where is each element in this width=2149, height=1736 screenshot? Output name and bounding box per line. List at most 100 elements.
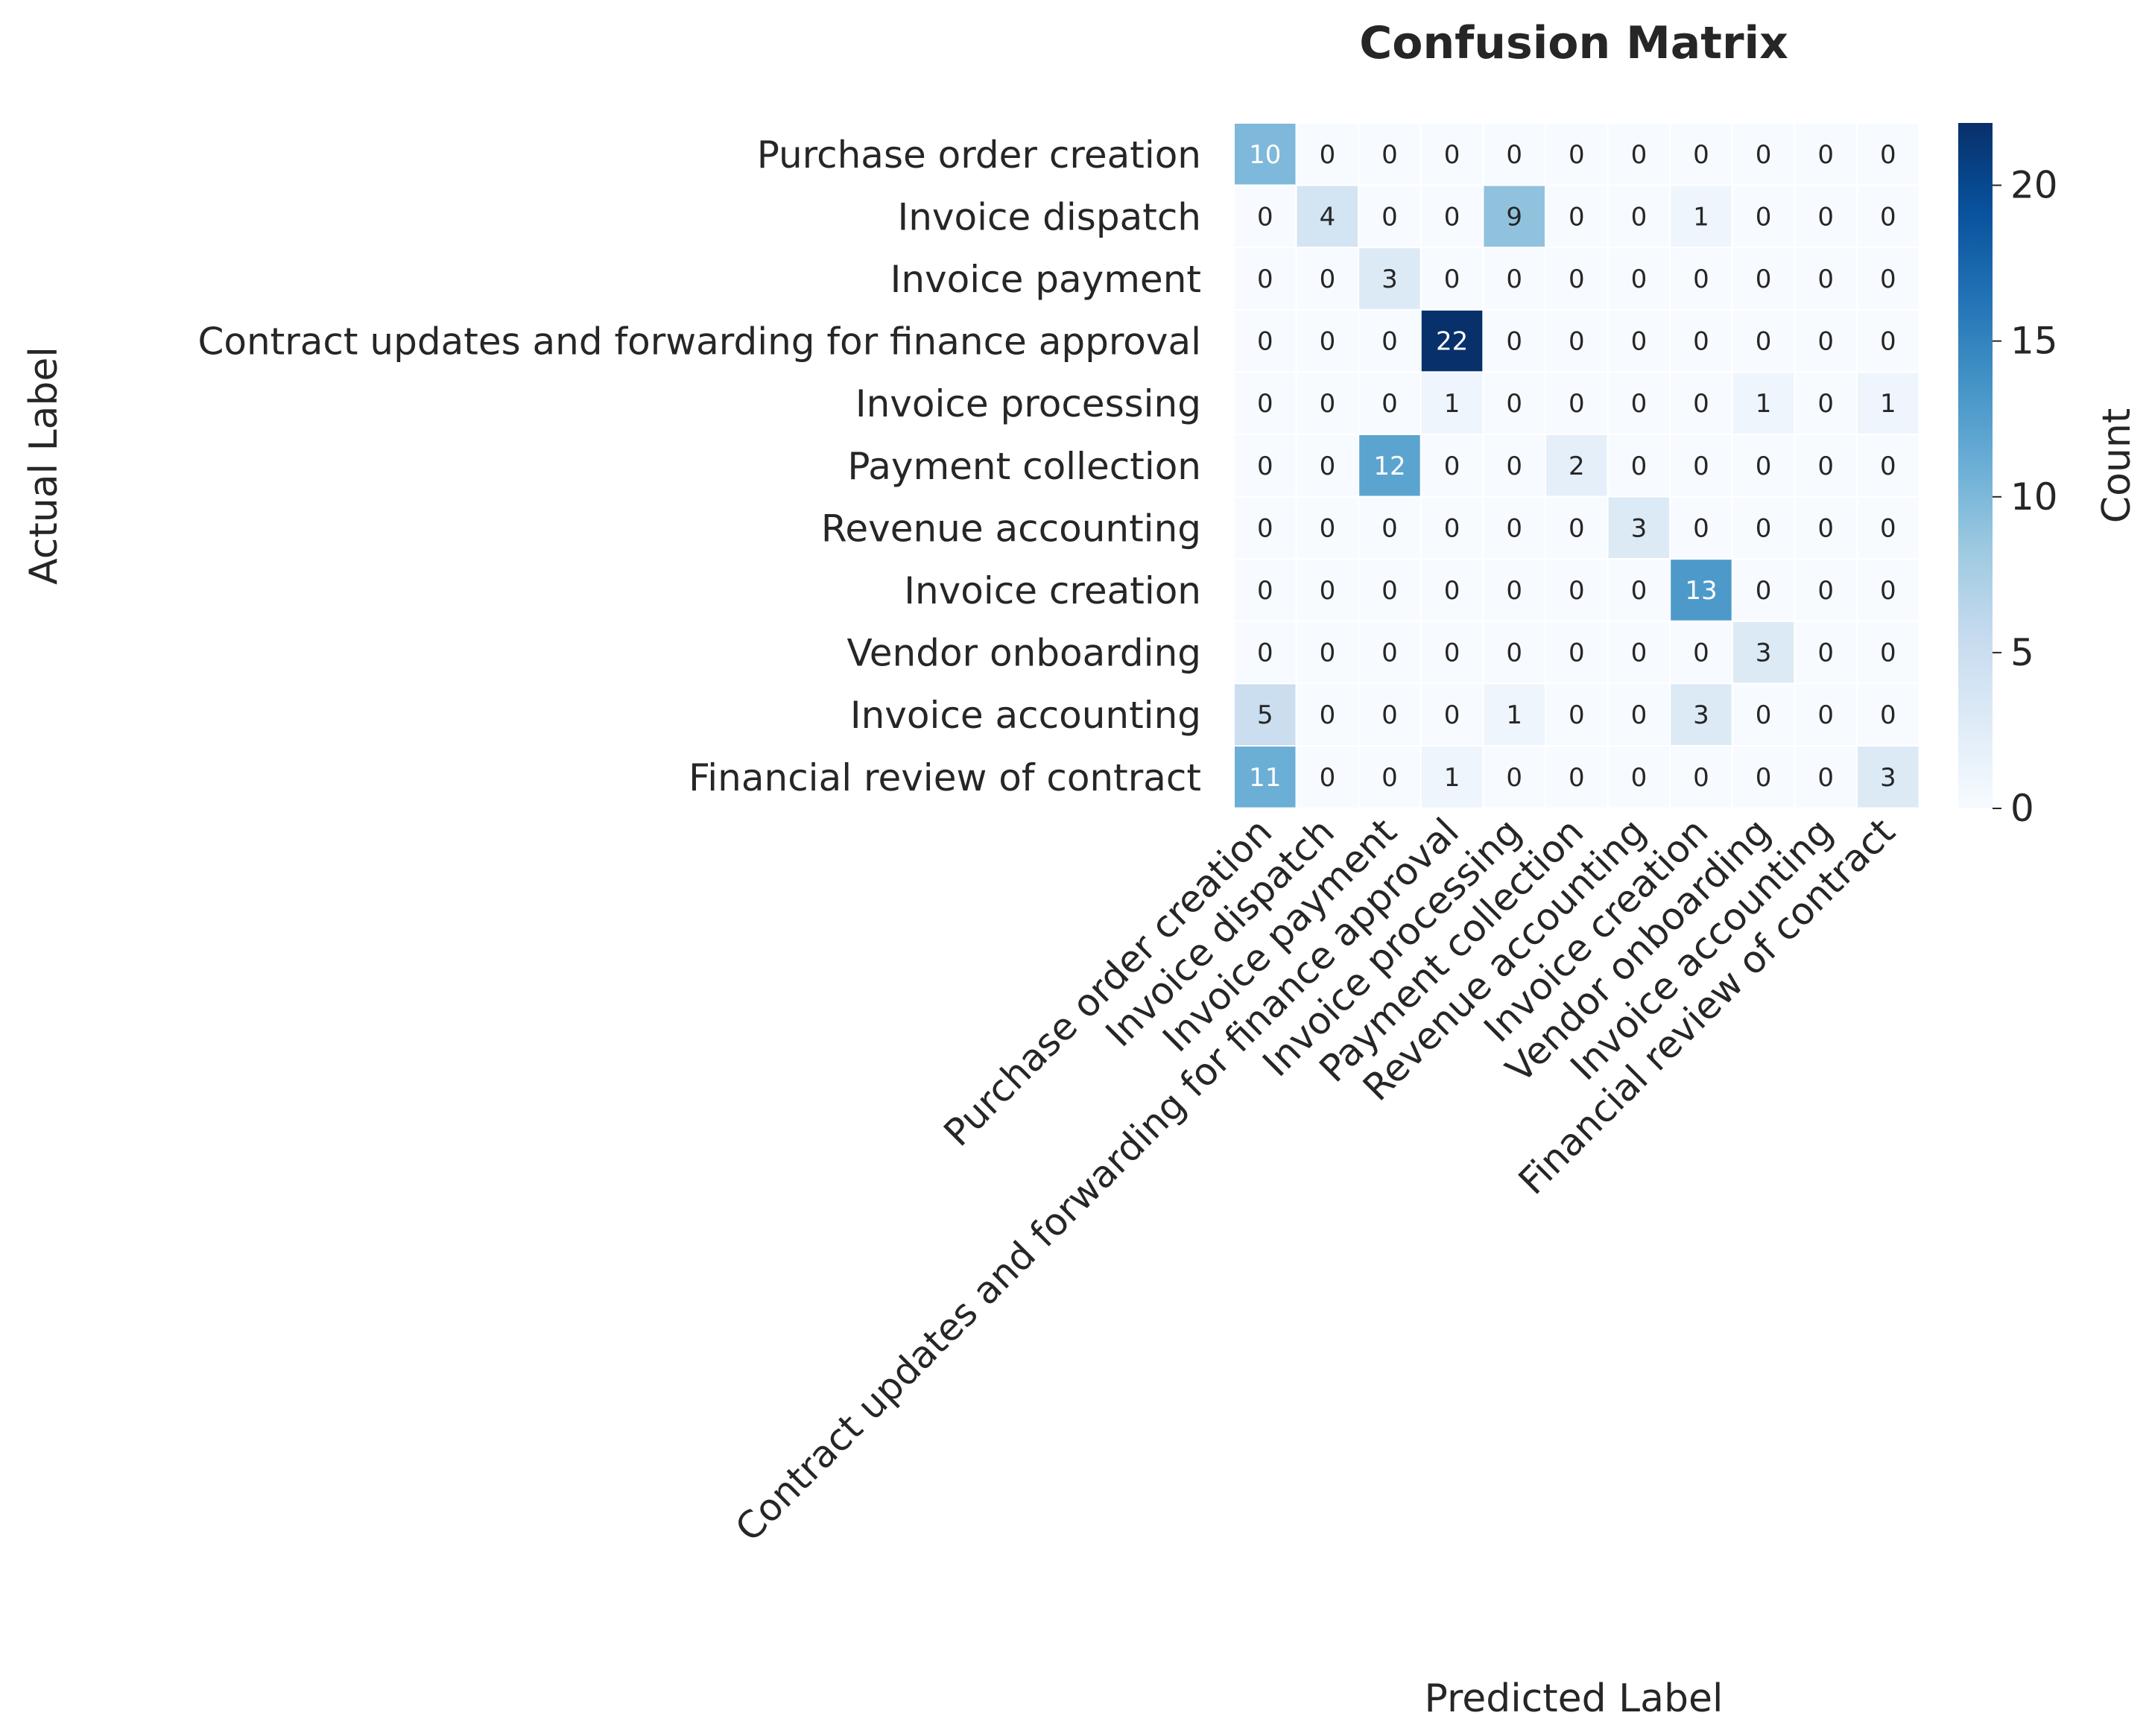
cell-value-label: 1 [1444,389,1460,419]
y-tick-label: Payment collection [847,445,1201,488]
cell-value-label: 0 [1257,327,1273,357]
heatmap-cell [1669,620,1733,685]
heatmap-cell [1856,184,1920,249]
cell-value-label: 0 [1569,700,1585,730]
heatmap-cell [1607,371,1671,435]
cell-value-label: 3 [1756,639,1772,668]
y-tick-label: Invoice accounting [850,694,1201,737]
cell-value-label: 22 [1436,327,1468,357]
heatmap-cell [1856,745,1920,809]
cell-value-label: 0 [1817,700,1834,730]
cell-value-label: 0 [1817,576,1834,606]
heatmap-cell [1669,122,1733,186]
heatmap-cell [1731,745,1796,809]
heatmap-cell [1233,247,1297,311]
chart-title: Confusion Matrix [1359,17,1788,69]
cell-value-label: 0 [1693,452,1709,481]
cell-value-label: 0 [1444,452,1460,481]
heatmap-cell [1731,434,1796,498]
cell-value-label: 12 [1373,452,1405,481]
y-tick-label: Contract updates and forwarding for fina… [197,320,1201,364]
cell-value-label: 1 [1444,763,1460,793]
heatmap-cell [1545,495,1609,560]
cell-value-label: 0 [1756,576,1772,606]
heatmap-cell [1545,184,1609,249]
heatmap-cell [1731,620,1796,685]
cell-value-label: 0 [1320,452,1336,481]
cell-value-label: 0 [1880,639,1896,668]
heatmap-cell [1295,495,1360,560]
heatmap-cell [1607,558,1671,622]
cell-value-label: 11 [1249,763,1281,793]
heatmap-cell [1358,682,1422,747]
cell-value-label: 0 [1569,202,1585,232]
cell-value-label: 0 [1257,452,1273,481]
y-tick-label: Invoice dispatch [898,195,1202,238]
cell-value-label: 0 [1756,513,1772,543]
heatmap-cell [1794,495,1858,560]
cell-value-label: 0 [1631,327,1648,357]
cell-value-label: 0 [1631,389,1648,419]
y-tick-label: Invoice payment [890,258,1201,301]
heatmap-cell [1233,434,1297,498]
cell-value-label: 0 [1257,576,1273,606]
heatmap-cell [1482,247,1547,311]
cell-value-label: 0 [1817,763,1834,793]
heatmap-cell [1794,122,1858,186]
heatmap-cell [1295,745,1360,809]
heatmap-cell [1295,371,1360,435]
cell-value-label: 0 [1382,700,1398,730]
heatmap-cell [1420,308,1484,373]
heatmap-cells [1233,122,1920,809]
colorbar-label: Count [2095,408,2139,523]
cell-value-label: 0 [1569,264,1585,294]
cell-value-label: 0 [1693,327,1709,357]
heatmap-cell [1856,682,1920,747]
heatmap-cell [1420,682,1484,747]
cell-value-label: 0 [1693,513,1709,543]
heatmap-cell [1856,122,1920,186]
cell-value-label: 10 [1249,140,1281,170]
heatmap-cell [1794,371,1858,435]
cell-value-label: 0 [1382,513,1398,543]
cell-value-label: 0 [1506,576,1522,606]
heatmap-cell [1420,495,1484,560]
cell-value-label: 0 [1444,700,1460,730]
cell-value-label: 0 [1320,327,1336,357]
heatmap-cell [1233,620,1297,685]
cell-value-label: 0 [1569,763,1585,793]
cell-value-label: 0 [1631,576,1648,606]
cell-value-label: 0 [1320,639,1336,668]
colorbar-tick-label: 20 [2010,164,2058,207]
heatmap-cell [1856,434,1920,498]
cell-value-label: 0 [1693,639,1709,668]
cell-value-label: 1 [1880,389,1896,419]
cell-value-label: 0 [1506,452,1522,481]
cell-value-label: 0 [1817,202,1834,232]
cell-value-label: 0 [1257,389,1273,419]
heatmap-cell [1669,495,1733,560]
cell-value-label: 0 [1320,700,1336,730]
cell-value-label: 0 [1756,700,1772,730]
heatmap-cell [1731,682,1796,747]
heatmap-cell [1607,184,1671,249]
cell-value-label: 0 [1320,576,1336,606]
heatmap-cell [1794,184,1858,249]
cell-value-label: 0 [1444,576,1460,606]
heatmap-cell [1669,558,1733,622]
cell-value-label: 0 [1257,513,1273,543]
heatmap-cell [1482,682,1547,747]
cell-value-label: 0 [1506,513,1522,543]
cell-value-label: 0 [1817,264,1834,294]
cell-value-label: 0 [1693,140,1709,170]
heatmap-cell [1358,620,1422,685]
heatmap-cell [1731,495,1796,560]
x-axis-label: Predicted Label [1425,1676,1724,1721]
heatmap-cell [1545,682,1609,747]
heatmap-cell [1233,371,1297,435]
heatmap-cell [1545,247,1609,311]
y-tick-label: Invoice processing [855,382,1201,425]
heatmap-cell [1669,745,1733,809]
cell-value-label: 0 [1880,513,1896,543]
